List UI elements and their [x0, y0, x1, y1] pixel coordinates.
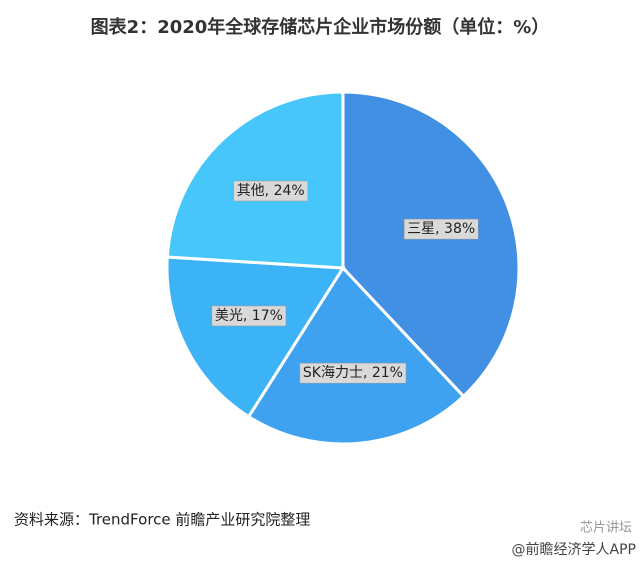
source-note: 资料来源：TrendForce 前瞻产业研究院整理 — [14, 511, 310, 529]
watermark: 芯片讲坛 — [580, 521, 632, 536]
data-label: 三星, 38% — [407, 221, 475, 237]
data-label: 其他, 24% — [237, 183, 305, 199]
data-label-box — [403, 218, 479, 240]
chart-title: 图表2：2020年全球存储芯片企业市场份额（单位：%） — [91, 16, 550, 38]
data-label-box — [211, 305, 287, 327]
data-label: 美光, 17% — [215, 308, 283, 324]
watermark: @前瞻经济学人APP — [512, 541, 636, 558]
pie-slice: SK海力士 — [246, 265, 466, 446]
pie: 三星SK海力士美光其他三星, 38% SK海力士, 21% 美光, 17% 其他, 2… — [165, 90, 521, 446]
data-label-box — [233, 180, 308, 202]
pie-slice: 三星 — [341, 90, 521, 399]
data-label: SK海力士, 21% — [303, 365, 403, 381]
pie-slice: 美光 — [165, 255, 346, 419]
data-label-box — [299, 362, 407, 384]
pie-slice: 其他 — [165, 90, 345, 270]
